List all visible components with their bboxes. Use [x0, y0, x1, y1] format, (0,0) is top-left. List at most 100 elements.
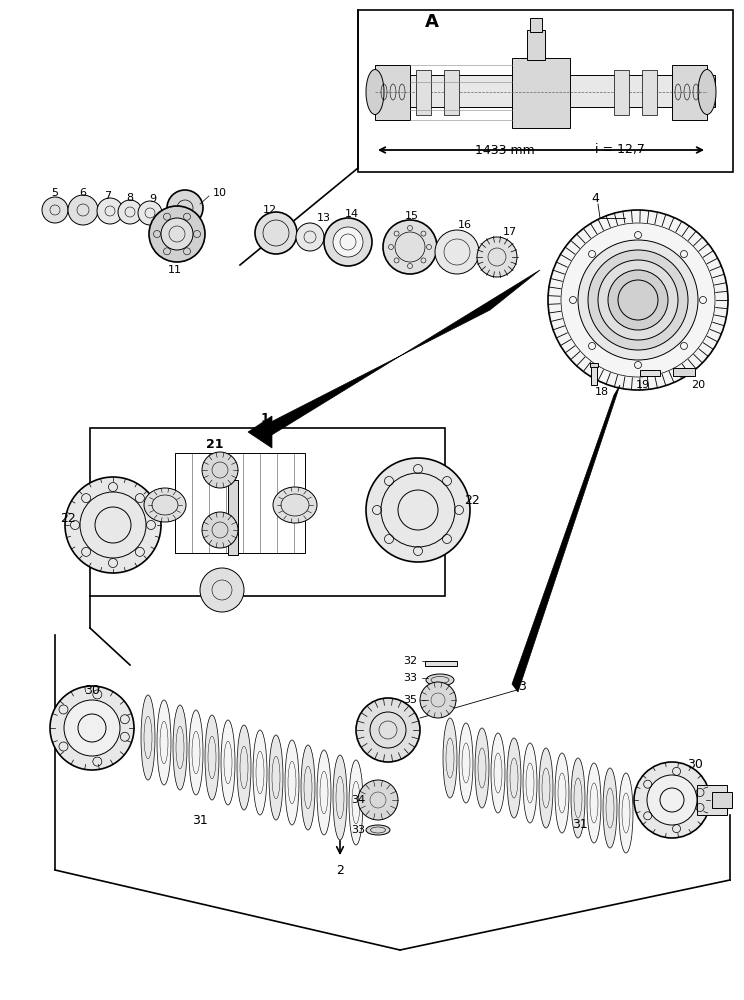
Bar [712, 792, 732, 808]
Bar [530, 18, 542, 32]
Text: 17: 17 [503, 227, 517, 237]
Ellipse shape [459, 723, 473, 803]
Text: 3: 3 [518, 680, 526, 692]
Ellipse shape [237, 725, 251, 810]
Circle shape [68, 195, 98, 225]
Ellipse shape [349, 760, 363, 845]
Text: 33: 33 [403, 673, 417, 683]
Text: 31: 31 [192, 814, 208, 826]
Ellipse shape [317, 750, 331, 835]
Text: 1: 1 [260, 412, 269, 424]
Text: 19: 19 [636, 380, 650, 390]
Text: 14: 14 [345, 209, 359, 219]
Bar [416, 70, 431, 115]
Ellipse shape [189, 710, 203, 795]
Ellipse shape [426, 674, 454, 686]
Circle shape [578, 240, 698, 360]
Ellipse shape [333, 755, 347, 840]
Ellipse shape [523, 743, 537, 823]
Text: 35: 35 [403, 695, 417, 705]
Text: 9: 9 [150, 194, 156, 204]
Bar [444, 70, 459, 115]
Circle shape [64, 700, 120, 756]
Text: 30: 30 [84, 684, 100, 696]
Bar [375, 75, 715, 107]
Circle shape [65, 477, 161, 573]
Circle shape [420, 682, 456, 718]
Circle shape [548, 210, 728, 390]
Ellipse shape [366, 70, 384, 114]
Circle shape [383, 220, 437, 274]
Bar [672, 65, 707, 120]
Circle shape [333, 227, 363, 257]
Bar [512, 58, 570, 128]
Bar [590, 363, 598, 367]
Text: i = 12,7: i = 12,7 [595, 143, 645, 156]
Ellipse shape [205, 715, 219, 800]
Circle shape [161, 218, 193, 250]
Text: 21: 21 [206, 438, 224, 452]
Ellipse shape [475, 728, 489, 808]
Circle shape [118, 200, 142, 224]
Text: 20: 20 [691, 380, 705, 390]
Circle shape [366, 458, 470, 562]
Polygon shape [265, 270, 540, 436]
Circle shape [200, 568, 244, 612]
Circle shape [598, 260, 678, 340]
Bar [90, 428, 445, 596]
Circle shape [255, 212, 297, 254]
Text: 13: 13 [317, 213, 331, 223]
Circle shape [296, 223, 324, 251]
Circle shape [608, 270, 668, 330]
Text: 22: 22 [464, 493, 480, 506]
Circle shape [50, 686, 134, 770]
Circle shape [358, 780, 398, 820]
Circle shape [149, 206, 205, 262]
Bar [697, 785, 727, 815]
Ellipse shape [571, 758, 585, 838]
Text: 10: 10 [213, 188, 227, 198]
Text: 30: 30 [687, 758, 703, 772]
Ellipse shape [157, 700, 171, 785]
Ellipse shape [173, 705, 187, 790]
Text: 15: 15 [405, 211, 419, 221]
Bar [358, 10, 733, 172]
Text: 1433 mm: 1433 mm [475, 143, 535, 156]
Bar [425, 661, 457, 666]
Bar [673, 368, 695, 376]
Bar [642, 70, 657, 115]
Text: 34: 34 [351, 795, 365, 805]
Ellipse shape [619, 773, 633, 853]
Text: 4: 4 [591, 192, 599, 205]
Ellipse shape [285, 740, 299, 825]
Ellipse shape [269, 735, 283, 820]
Circle shape [42, 197, 68, 223]
Bar [175, 453, 305, 553]
Circle shape [588, 250, 688, 350]
Circle shape [167, 190, 203, 226]
Ellipse shape [273, 487, 317, 523]
Ellipse shape [603, 768, 617, 848]
Bar [375, 65, 410, 120]
Polygon shape [248, 416, 272, 448]
Circle shape [97, 198, 123, 224]
Circle shape [356, 698, 420, 762]
Bar [614, 70, 629, 115]
Text: 6: 6 [80, 188, 86, 198]
Ellipse shape [507, 738, 521, 818]
Text: 12: 12 [263, 205, 277, 215]
Bar [228, 480, 238, 555]
Ellipse shape [141, 695, 155, 780]
Ellipse shape [301, 745, 315, 830]
Circle shape [634, 762, 710, 838]
Ellipse shape [366, 825, 390, 835]
Ellipse shape [587, 763, 601, 843]
Text: 2: 2 [336, 863, 344, 876]
Ellipse shape [144, 488, 186, 522]
Text: 7: 7 [104, 191, 112, 201]
Bar [527, 30, 545, 60]
Circle shape [202, 452, 238, 488]
Text: 18: 18 [595, 387, 609, 397]
Ellipse shape [555, 753, 569, 833]
Circle shape [477, 237, 517, 277]
